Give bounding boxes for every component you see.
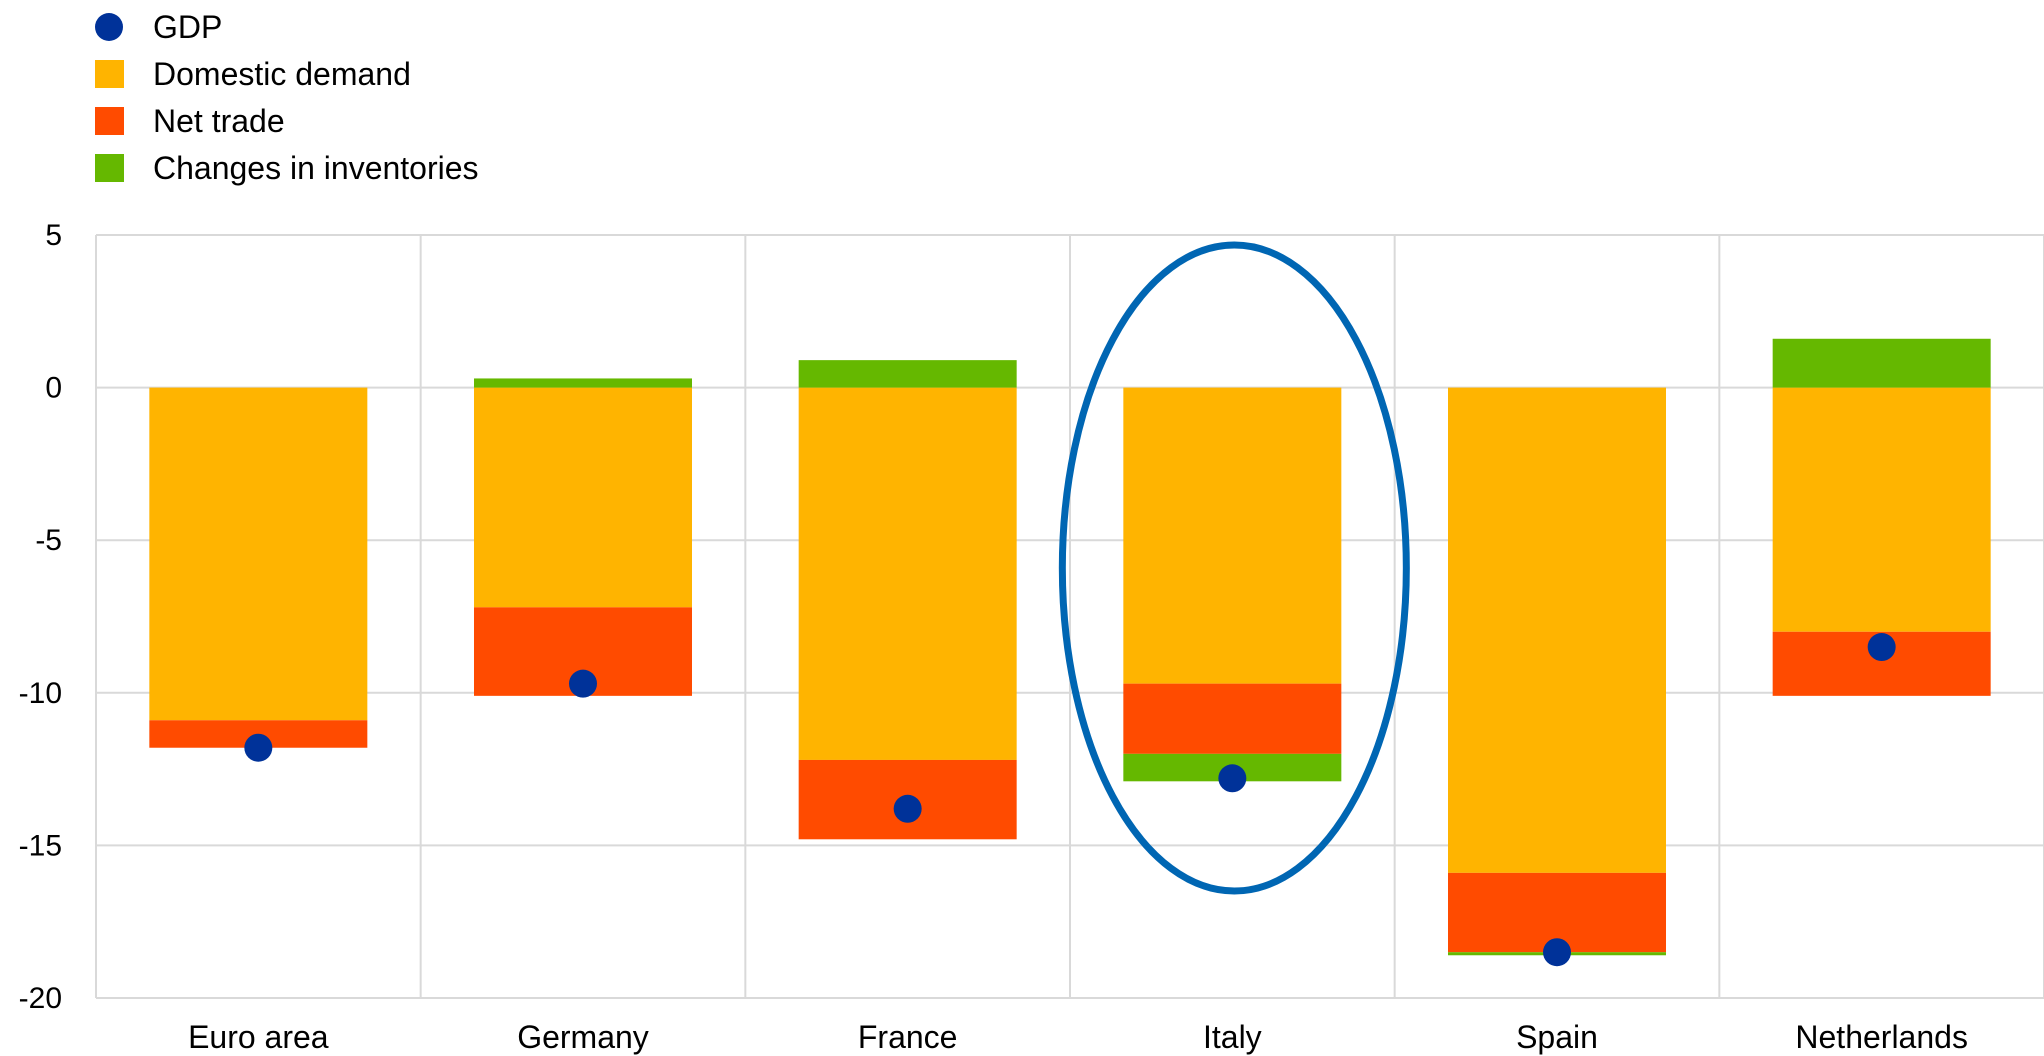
x-category-label: Netherlands (1795, 1019, 1968, 1055)
bar-domestic-demand-netherlands (1772, 387, 1991, 632)
x-category-label: Germany (517, 1019, 649, 1055)
legend-label-domestic-demand: Domestic demand (153, 56, 411, 92)
highlight-ellipse-italy (1058, 241, 1410, 895)
bar-changes-in-inventories-germany (474, 378, 692, 388)
point-gdp-germany (569, 669, 597, 698)
x-axis-category-labels: Euro area Germany France Italy Spain Netherla… (188, 1019, 1968, 1055)
bar-changes-in-inventories-netherlands (1772, 338, 1991, 388)
bar-domestic-demand-france (798, 387, 1017, 760)
legend-swatch-changes-in-inventories (95, 154, 124, 182)
bar-domestic-demand-euro-area (149, 387, 368, 721)
bar-domestic-demand-spain (1448, 387, 1666, 873)
bar-net-trade-italy (1123, 683, 1342, 754)
y-tick-label: -5 (35, 524, 62, 557)
y-tick-label: 5 (45, 219, 62, 252)
bar-changes-in-inventories-france (798, 360, 1017, 388)
y-tick-label: 0 (45, 372, 62, 405)
point-gdp-france (893, 794, 922, 823)
point-gdp-spain (1543, 938, 1571, 967)
gdp-points (244, 633, 1896, 967)
gridlines (95, 234, 2044, 999)
y-axis-tick-labels: 5 0 -5 -10 -15 -20 (19, 219, 62, 1015)
bar-domestic-demand-germany (474, 387, 692, 608)
legend-swatch-net-trade (95, 107, 124, 135)
x-category-label: Euro area (188, 1019, 329, 1055)
legend-label-gdp: GDP (153, 9, 222, 45)
legend: GDP Domestic demand Net trade Changes in in… (95, 9, 479, 186)
legend-swatch-domestic-demand (95, 60, 124, 88)
y-tick-label: -20 (19, 982, 62, 1015)
legend-label-changes-in-inventories: Changes in inventories (153, 150, 479, 186)
x-category-label: Italy (1203, 1019, 1262, 1055)
x-category-label: France (858, 1019, 958, 1055)
point-gdp-netherlands (1867, 633, 1896, 662)
highlight-ellipse (1058, 241, 1410, 895)
legend-marker-gdp (95, 13, 123, 41)
legend-label-net-trade: Net trade (153, 103, 285, 139)
x-category-label: Spain (1516, 1019, 1598, 1055)
y-tick-label: -15 (19, 829, 62, 862)
y-tick-label: -10 (19, 677, 62, 710)
point-gdp-italy (1218, 764, 1247, 793)
point-gdp-euro-area (244, 733, 273, 762)
bar-domestic-demand-italy (1123, 387, 1342, 684)
